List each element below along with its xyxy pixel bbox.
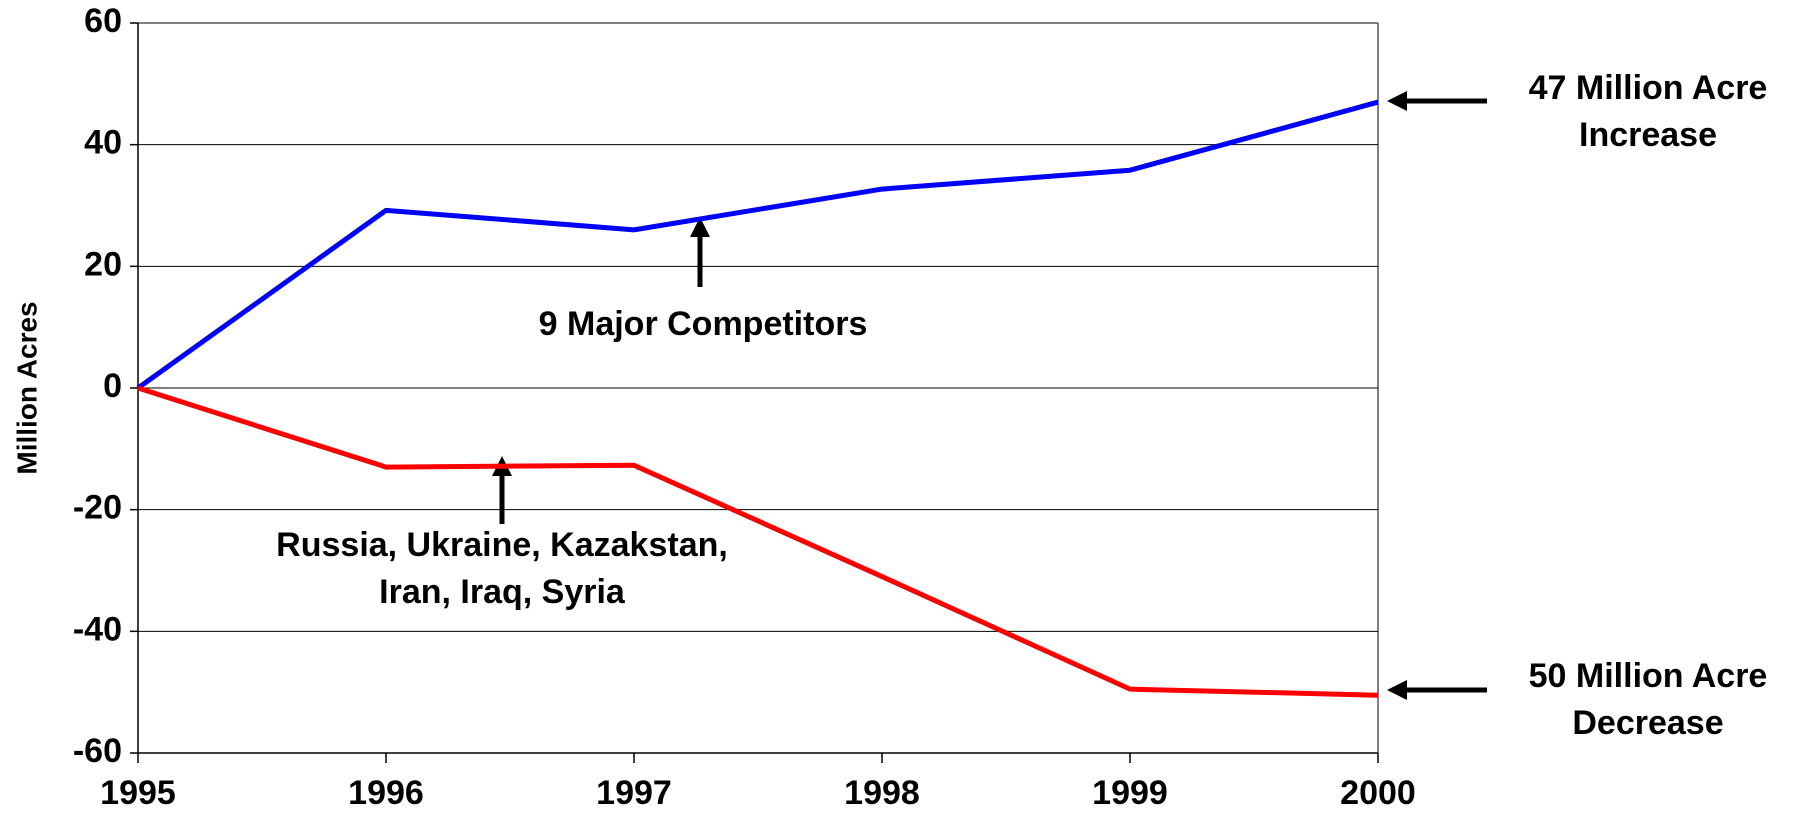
y-tick-label: 40 [84,124,122,162]
y-tick-label: 0 [103,367,122,405]
series-line [136,99,1379,391]
annotation: 47 Million Acre [1529,69,1768,107]
x-tick-label: 1996 [348,774,424,812]
x-tick-label: 1999 [1092,774,1168,812]
x-tick-label: 1998 [844,774,920,812]
annotation: 9 Major Competitors [539,305,868,343]
annotation: 50 Million Acre [1529,657,1768,695]
x-tick-label: 1995 [100,774,176,812]
annotation: Iran, Iraq, Syria [379,573,626,611]
annotation-arrows [492,91,1487,700]
annotation: Decrease [1572,704,1723,742]
annotation: Russia, Ukraine, Kazakstan, [276,526,728,564]
annotation: Increase [1579,116,1717,154]
x-tick-label: 1997 [596,774,672,812]
y-tick-label: -60 [73,732,122,770]
y-tick-label: -20 [73,489,122,527]
series-line [137,385,1379,698]
y-axis-label: Million Acres [11,301,42,474]
y-tick-label: 20 [84,245,122,283]
x-tick-label: 2000 [1340,774,1416,812]
y-tick-label: 60 [84,2,122,40]
y-tick-label: -40 [73,610,122,648]
